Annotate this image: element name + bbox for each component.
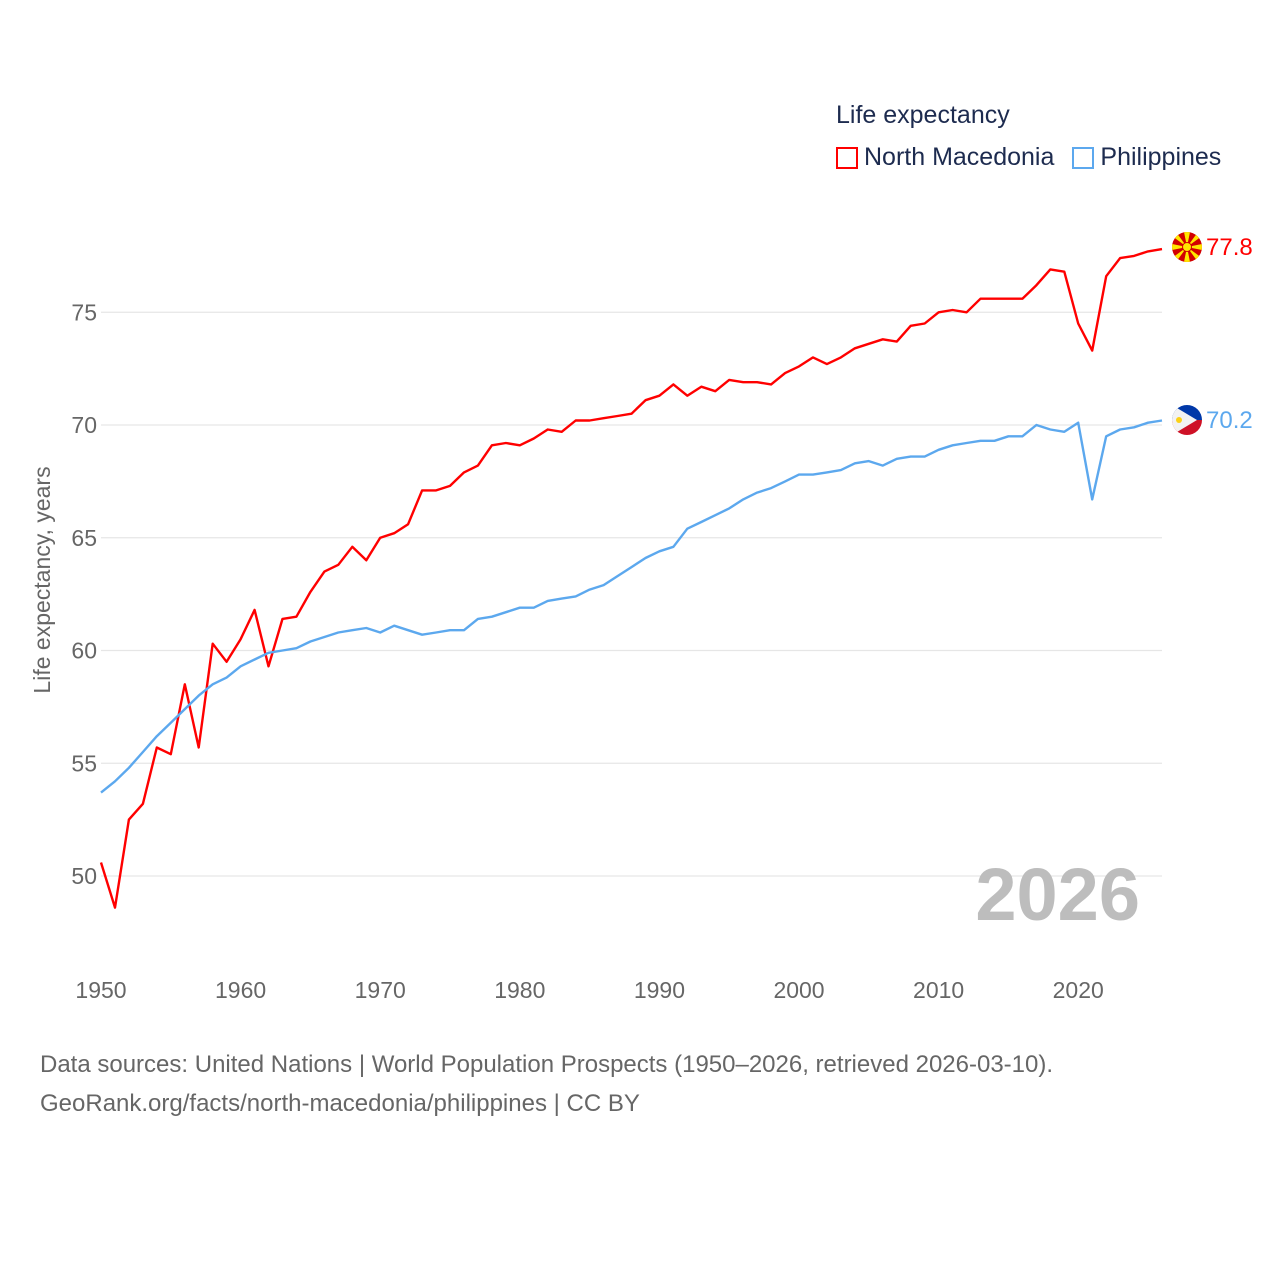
x-tick-label: 1950 — [75, 977, 126, 1003]
north-macedonia-flag-icon — [1172, 232, 1202, 262]
x-tick-label: 1990 — [634, 977, 685, 1003]
x-tick-label: 1960 — [215, 977, 266, 1003]
source-url[interactable]: GeoRank.org/facts/north-macedonia/philip… — [40, 1090, 640, 1117]
series-line-north-macedonia — [99, 247, 1163, 909]
legend-title: Life expectancy — [836, 101, 1010, 129]
y-tick-label: 70 — [71, 412, 97, 438]
end-value-label: 70.2 — [1206, 407, 1253, 434]
legend-label: Philippines — [1100, 143, 1222, 171]
legend-label: North Macedonia — [864, 143, 1055, 171]
legend: North Macedonia Philippines — [836, 143, 1221, 172]
series-line-philippines — [100, 419, 1163, 794]
data-source: Data sources: United Nations | World Pop… — [40, 1051, 1054, 1078]
legend-item-north-macedonia[interactable]: North Macedonia — [836, 143, 1054, 172]
legend-item-philippines[interactable]: Philippines — [1072, 143, 1221, 172]
x-tick-label: 1970 — [355, 977, 406, 1003]
end-value-label: 77.8 — [1206, 234, 1253, 261]
x-tick-label: 2020 — [1053, 977, 1104, 1003]
y-tick-label: 55 — [71, 750, 97, 776]
y-tick-label: 65 — [71, 525, 97, 551]
y-axis-label: Life expectancy, years — [29, 466, 55, 693]
y-tick-label: 75 — [71, 299, 97, 325]
philippines-flag-icon — [1172, 405, 1202, 435]
x-tick-label: 1980 — [494, 977, 545, 1003]
year-watermark: 2026 — [975, 853, 1140, 936]
footer: Data sources: United Nations | World Pop… — [40, 1045, 1053, 1123]
x-tick-label: 2000 — [773, 977, 824, 1003]
y-tick-label: 60 — [71, 638, 97, 664]
x-tick-label: 2010 — [913, 977, 964, 1003]
legend-swatch — [1072, 146, 1095, 169]
legend-swatch — [836, 146, 858, 169]
y-tick-label: 50 — [71, 863, 97, 889]
